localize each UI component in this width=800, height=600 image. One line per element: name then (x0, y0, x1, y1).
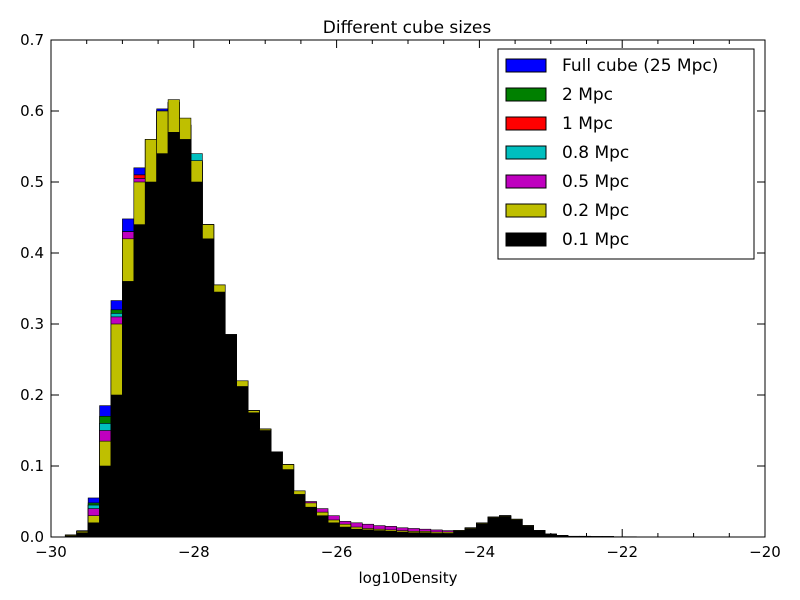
legend-swatch (505, 232, 547, 247)
y-tick-label: 0.6 (20, 102, 44, 120)
legend-swatch (505, 58, 547, 73)
bar (396, 531, 409, 538)
y-tick-label: 0.7 (20, 31, 44, 49)
bar (110, 394, 123, 538)
bar (419, 532, 432, 538)
bar (521, 526, 534, 538)
y-tick-label: 0.5 (20, 173, 44, 191)
x-tick-label: −24 (464, 543, 496, 561)
bar (453, 531, 466, 538)
bar (133, 224, 146, 538)
bar (270, 451, 283, 538)
y-tick-label: 0.1 (20, 457, 44, 475)
bar (122, 281, 135, 538)
legend-swatch (505, 174, 547, 189)
bar (144, 181, 157, 538)
bar (304, 506, 317, 538)
bar (179, 139, 192, 538)
legend-label: 0.8 Mpc (562, 143, 629, 163)
legend-label: 1 Mpc (562, 114, 613, 134)
bar (476, 523, 489, 538)
bar (213, 291, 226, 538)
legend-label: 0.5 Mpc (562, 172, 629, 192)
x-tick-label: −26 (321, 543, 353, 561)
legend-label: 0.2 Mpc (562, 201, 629, 221)
bar (167, 132, 180, 538)
legend-swatch (505, 145, 547, 160)
bar (202, 238, 215, 538)
bar (339, 526, 352, 538)
x-tick-label: −28 (178, 543, 210, 561)
legend-label: 0.1 Mpc (562, 230, 629, 250)
y-tick-label: 0.2 (20, 386, 44, 404)
bar (259, 430, 272, 538)
bar (282, 469, 295, 538)
x-tick-label: −30 (35, 543, 67, 561)
bar (247, 412, 260, 538)
bar (533, 530, 546, 538)
bar (293, 494, 306, 538)
bar (156, 153, 169, 538)
ticks-layer: −30 −28 −26 −24 −22 −20 0.0 0.1 0.2 0.3 0.4 0.5 0.6 0… (20, 31, 781, 561)
legend-swatch (505, 116, 547, 131)
chart-title: Different cube sizes (323, 18, 492, 38)
bar (510, 519, 523, 538)
legend-swatch (505, 203, 547, 218)
x-tick-label: −22 (606, 543, 638, 561)
bar (224, 334, 237, 538)
x-axis-label: log10Density (359, 569, 458, 587)
bar (99, 465, 112, 538)
bar (430, 533, 443, 538)
bar (327, 522, 340, 538)
series-6 (64, 132, 637, 538)
bar (487, 517, 500, 538)
legend: Full cube (25 Mpc) 2 Mpc 1 Mpc 0.8 Mpc 0.5 M… (497, 48, 755, 260)
bar (87, 522, 100, 538)
bar (464, 528, 477, 538)
bar (316, 515, 329, 538)
y-tick-label: 0.4 (20, 244, 44, 262)
bar (373, 530, 386, 538)
bar (407, 532, 420, 538)
bar (384, 531, 397, 538)
bar (190, 181, 203, 538)
bar (236, 386, 249, 538)
legend-swatch (505, 87, 547, 102)
legend-label: Full cube (25 Mpc) (562, 56, 718, 76)
x-tick-label: −20 (749, 543, 781, 561)
bar (499, 516, 512, 538)
legend-label: 2 Mpc (562, 85, 613, 105)
bar (350, 528, 363, 538)
y-tick-label: 0.0 (20, 528, 44, 546)
y-tick-label: 0.3 (20, 315, 44, 333)
